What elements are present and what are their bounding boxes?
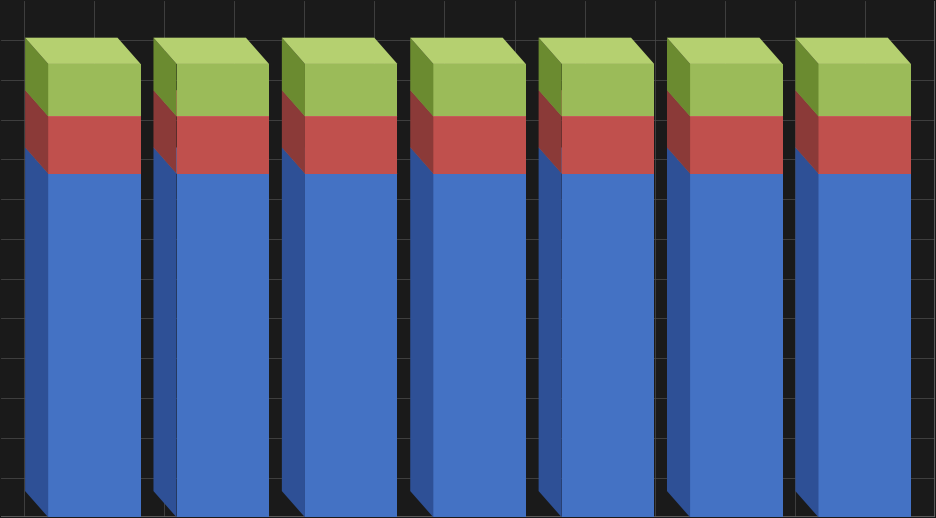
Polygon shape: [154, 38, 177, 117]
Polygon shape: [177, 64, 269, 117]
Polygon shape: [305, 64, 398, 117]
Polygon shape: [796, 38, 818, 117]
Polygon shape: [282, 90, 398, 117]
Polygon shape: [690, 174, 782, 517]
Polygon shape: [154, 90, 269, 117]
Polygon shape: [25, 90, 140, 117]
Polygon shape: [433, 117, 526, 174]
Polygon shape: [25, 38, 140, 64]
Polygon shape: [667, 38, 690, 117]
Polygon shape: [25, 148, 140, 174]
Polygon shape: [410, 38, 433, 117]
Polygon shape: [538, 148, 562, 517]
Polygon shape: [154, 148, 269, 174]
Polygon shape: [690, 117, 782, 174]
Polygon shape: [25, 148, 48, 517]
Polygon shape: [538, 38, 654, 64]
Polygon shape: [667, 148, 690, 517]
Polygon shape: [282, 90, 305, 174]
Polygon shape: [562, 117, 654, 174]
Polygon shape: [48, 117, 140, 174]
Polygon shape: [818, 117, 911, 174]
Polygon shape: [690, 64, 782, 117]
Polygon shape: [305, 174, 398, 517]
Polygon shape: [667, 90, 690, 174]
Polygon shape: [410, 90, 526, 117]
Polygon shape: [177, 174, 269, 517]
Polygon shape: [562, 64, 654, 117]
Polygon shape: [796, 38, 911, 64]
Polygon shape: [25, 90, 48, 174]
Polygon shape: [538, 38, 562, 117]
Polygon shape: [410, 148, 526, 174]
Polygon shape: [818, 174, 911, 517]
Polygon shape: [667, 38, 782, 64]
Polygon shape: [538, 148, 654, 174]
Polygon shape: [48, 64, 140, 117]
Polygon shape: [48, 174, 140, 517]
Polygon shape: [667, 90, 782, 117]
Polygon shape: [796, 148, 911, 174]
Polygon shape: [796, 148, 818, 517]
Polygon shape: [25, 38, 48, 117]
Polygon shape: [282, 38, 305, 117]
Polygon shape: [177, 117, 269, 174]
Polygon shape: [282, 38, 398, 64]
Polygon shape: [410, 90, 433, 174]
Polygon shape: [538, 90, 654, 117]
Polygon shape: [154, 90, 177, 174]
Polygon shape: [410, 38, 526, 64]
Polygon shape: [796, 90, 818, 174]
Polygon shape: [154, 38, 269, 64]
Polygon shape: [433, 64, 526, 117]
Polygon shape: [305, 117, 398, 174]
Polygon shape: [562, 174, 654, 517]
Polygon shape: [433, 174, 526, 517]
Polygon shape: [538, 90, 562, 174]
Polygon shape: [154, 148, 177, 517]
Polygon shape: [796, 90, 911, 117]
Polygon shape: [410, 148, 433, 517]
Polygon shape: [818, 64, 911, 117]
Polygon shape: [667, 148, 782, 174]
Polygon shape: [282, 148, 398, 174]
Polygon shape: [282, 148, 305, 517]
